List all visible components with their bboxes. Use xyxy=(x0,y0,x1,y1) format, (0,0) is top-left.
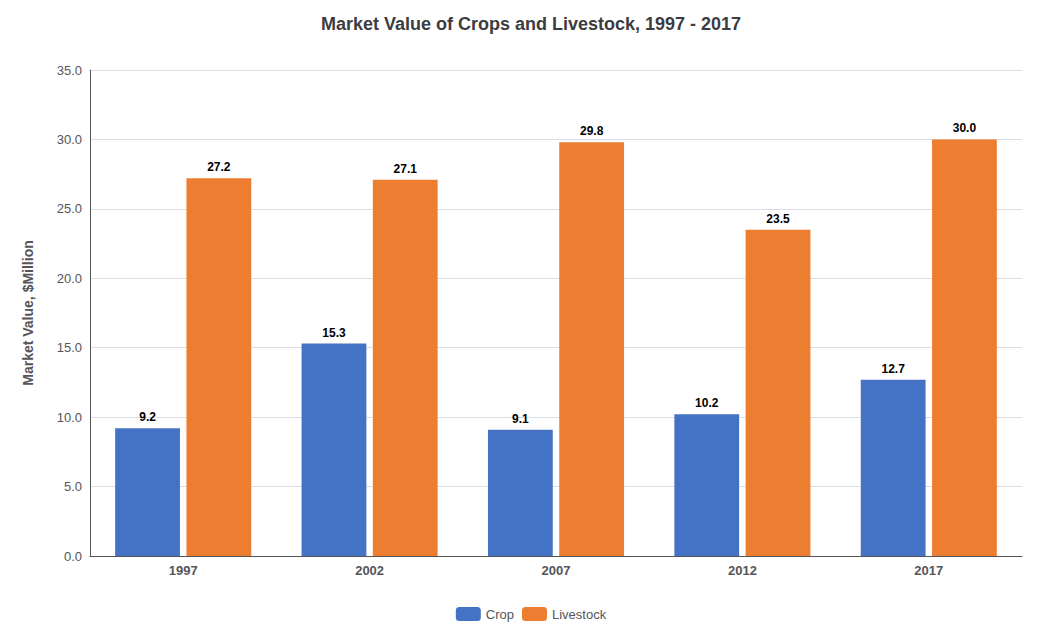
svg-text:27.2: 27.2 xyxy=(207,160,231,174)
svg-text:5.0: 5.0 xyxy=(64,479,82,494)
svg-text:9.2: 9.2 xyxy=(139,410,156,424)
svg-text:2007: 2007 xyxy=(542,563,571,578)
svg-text:29.8: 29.8 xyxy=(580,124,604,138)
svg-text:2002: 2002 xyxy=(355,563,384,578)
svg-text:35.0: 35.0 xyxy=(57,63,82,78)
svg-text:20.0: 20.0 xyxy=(57,271,82,286)
svg-text:15.3: 15.3 xyxy=(322,326,346,340)
svg-text:30.0: 30.0 xyxy=(953,121,977,135)
svg-text:Market Value of Crops and Live: Market Value of Crops and Livestock, 199… xyxy=(321,14,741,34)
svg-text:15.0: 15.0 xyxy=(57,340,82,355)
svg-text:10.2: 10.2 xyxy=(695,396,719,410)
svg-text:10.0: 10.0 xyxy=(57,410,82,425)
svg-text:0.0: 0.0 xyxy=(64,549,82,564)
svg-text:1997: 1997 xyxy=(169,563,198,578)
svg-text:25.0: 25.0 xyxy=(57,201,82,216)
svg-text:2017: 2017 xyxy=(914,563,943,578)
svg-text:Market Value, $Million: Market Value, $Million xyxy=(20,240,36,386)
svg-text:9.1: 9.1 xyxy=(512,412,529,426)
svg-text:Livestock: Livestock xyxy=(552,607,607,622)
svg-text:Crop: Crop xyxy=(486,607,514,622)
svg-text:12.7: 12.7 xyxy=(881,362,905,376)
svg-text:2012: 2012 xyxy=(728,563,757,578)
svg-text:23.5: 23.5 xyxy=(766,212,790,226)
svg-text:30.0: 30.0 xyxy=(57,132,82,147)
svg-text:27.1: 27.1 xyxy=(394,162,418,176)
